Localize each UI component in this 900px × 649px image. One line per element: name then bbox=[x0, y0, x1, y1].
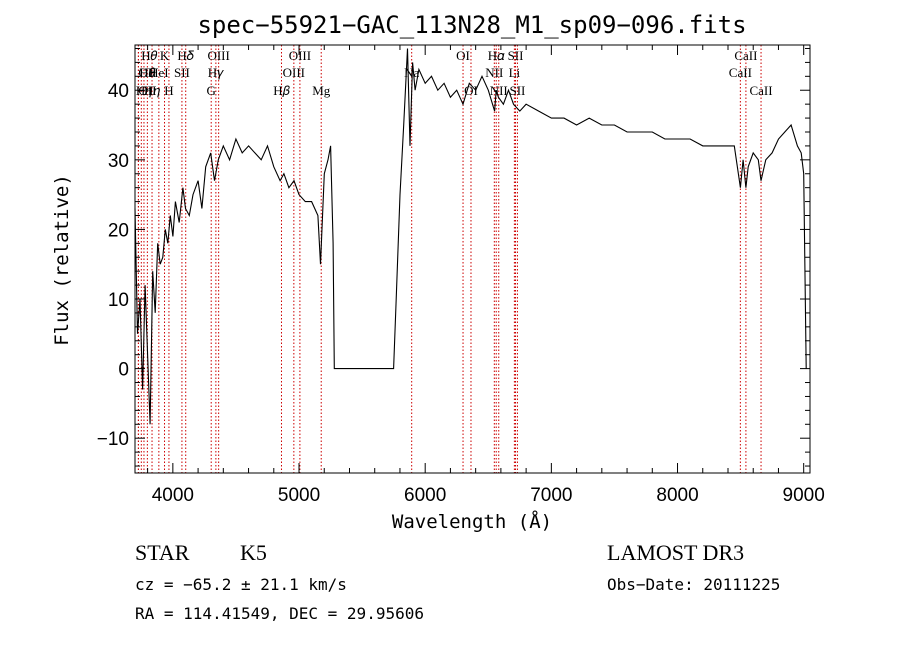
line-label-27: CaII bbox=[729, 65, 752, 80]
line-label-10: H𝛿 bbox=[177, 48, 194, 63]
line-label-9: SII bbox=[174, 65, 190, 80]
line-label-2: OII bbox=[138, 83, 156, 98]
line-label-15: OIII bbox=[283, 65, 305, 80]
coordinates-text: RA = 114.41549, DEC = 29.95606 bbox=[135, 604, 424, 623]
spectral-line-markers bbox=[137, 45, 762, 473]
line-label-8: H bbox=[164, 83, 173, 98]
line-label-24: Li bbox=[509, 65, 521, 80]
line-label-1: OII bbox=[138, 65, 156, 80]
y-tick-label-10: 10 bbox=[108, 290, 129, 311]
x-tick-label-6000: 6000 bbox=[404, 485, 446, 506]
y-tick-label-0: 0 bbox=[118, 360, 129, 381]
survey-name: LAMOST DR3 bbox=[607, 540, 744, 565]
line-label-29: CaII bbox=[749, 83, 772, 98]
plot-frame bbox=[134, 44, 811, 474]
line-label-11: G bbox=[207, 83, 216, 98]
y-tick-label-20: 20 bbox=[108, 220, 129, 241]
line-label-20: OI bbox=[464, 83, 478, 98]
line-label-23: NII bbox=[490, 83, 508, 98]
y-tick-label--10: −10 bbox=[97, 429, 129, 450]
line-label-22: H𝛼 bbox=[488, 48, 505, 63]
x-tick-label-4000: 4000 bbox=[152, 485, 194, 506]
chart-title: spec−55921−GAC_113N28_M1_sp09−096.fits bbox=[197, 11, 746, 39]
line-label-17: Mg bbox=[312, 83, 331, 98]
line-label-0: H𝜃 bbox=[141, 48, 157, 63]
object-subclass: K5 bbox=[240, 540, 267, 565]
line-label-13: OIII bbox=[207, 48, 229, 63]
obs-date: Obs−Date: 20111225 bbox=[607, 575, 780, 594]
line-label-6: HeI bbox=[149, 65, 169, 80]
x-tick-label-5000: 5000 bbox=[278, 485, 320, 506]
x-axis-label: Wavelength (Å) bbox=[392, 510, 552, 533]
spectrum-line bbox=[134, 48, 807, 425]
y-tick-label-30: 30 bbox=[108, 151, 129, 172]
spectral-line-labels: H𝜃OIIOIIH𝜂H𝜃H𝜂HeIKHSIIH𝛿GH𝛾OIIIH𝛽OIIIOII… bbox=[136, 48, 773, 98]
line-label-28: CaII bbox=[734, 48, 757, 63]
redshift-text: cz = −65.2 ± 21.1 km/s bbox=[135, 575, 347, 594]
y-tick-label-40: 40 bbox=[108, 81, 129, 102]
line-label-14: H𝛽 bbox=[273, 83, 290, 98]
x-tick-label-9000: 9000 bbox=[783, 485, 825, 506]
x-tick-label-7000: 7000 bbox=[530, 485, 572, 506]
line-label-19: OI bbox=[456, 48, 470, 63]
x-tick-label-8000: 8000 bbox=[656, 485, 698, 506]
line-label-7: K bbox=[160, 48, 170, 63]
line-label-25: SII bbox=[508, 48, 524, 63]
x-axis-ticks: 4000 5000 6000 7000 8000 9000 bbox=[147, 45, 825, 506]
line-label-12: H𝛾 bbox=[208, 65, 224, 80]
y-axis-ticks: −10 0 10 20 30 40 bbox=[97, 47, 810, 467]
object-class: STAR bbox=[135, 540, 190, 565]
line-label-21: NII bbox=[485, 65, 503, 80]
line-label-16: OIII bbox=[289, 48, 311, 63]
line-label-5: H𝜂 bbox=[144, 83, 160, 98]
y-axis-label: Flux (relative) bbox=[51, 174, 73, 346]
line-label-26: SII bbox=[509, 83, 525, 98]
line-label-4: H𝜃 bbox=[139, 65, 155, 80]
